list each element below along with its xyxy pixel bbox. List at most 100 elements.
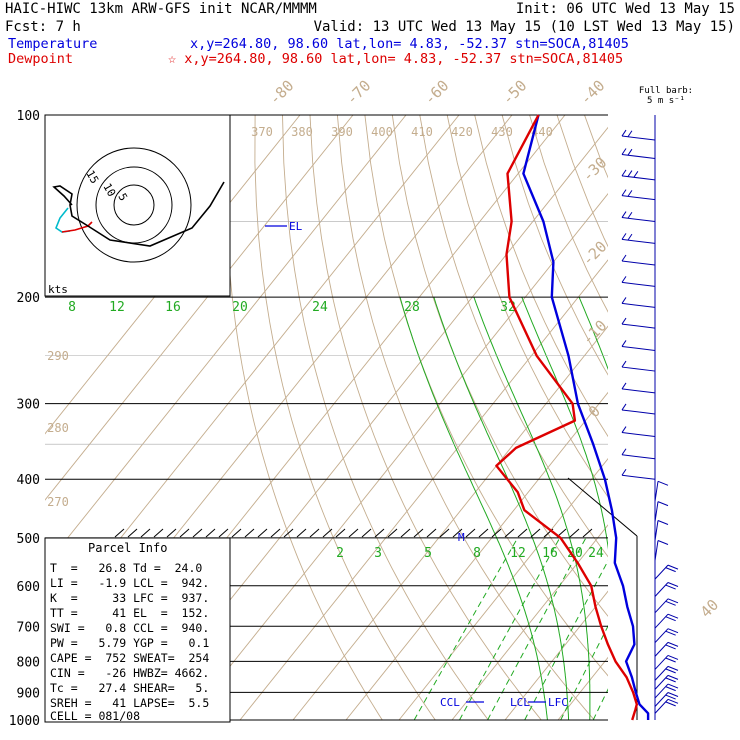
- wind-barb: [621, 233, 656, 244]
- wind-barb: [654, 698, 679, 714]
- wind-barb-feather: [667, 598, 679, 604]
- hatch-mark: [153, 528, 164, 538]
- wind-barb: [654, 683, 679, 699]
- wind-barb-feather: [621, 148, 627, 155]
- parcel-info-panel: Parcel Info T = 26.8 Td = 24.0 LI = -1.9…: [44, 537, 231, 723]
- wind-barb: [654, 628, 679, 643]
- wind-barb-shaft: [621, 217, 656, 223]
- hatch-mark: [517, 528, 528, 538]
- mixing-ratio-label: 3: [374, 546, 382, 561]
- hatch-marks: [114, 528, 593, 538]
- moist-adiabat-label: 8: [68, 300, 76, 315]
- hatch-mark: [348, 528, 359, 538]
- wind-barb: [654, 665, 679, 681]
- wind-barb-feather: [621, 448, 627, 456]
- wind-barb-feather: [665, 694, 676, 700]
- wind-barb-feather: [667, 564, 679, 570]
- parcel-info-row: PW = 5.79 YGP = 0.1: [50, 636, 209, 650]
- wind-barb-shaft: [654, 520, 659, 541]
- wind-barb-feather: [627, 170, 633, 177]
- moist-adiabat-label: 16: [165, 300, 181, 315]
- hatch-mark: [491, 528, 502, 538]
- hatch-mark: [140, 528, 151, 538]
- hatch-mark: [114, 528, 125, 538]
- wind-barb-feather: [665, 668, 676, 674]
- mixing-ratio-label: 20: [567, 546, 583, 561]
- m-label: M: [458, 531, 465, 544]
- wind-barb-feather: [667, 665, 679, 671]
- wind-barb-feather: [665, 701, 676, 707]
- wind-barb: [621, 468, 656, 480]
- dry-adiabat-label: 370: [251, 125, 273, 139]
- wind-barb: [654, 674, 679, 690]
- wind-barb-shaft: [654, 501, 659, 522]
- hatch-mark: [309, 528, 320, 538]
- mixing-ratio-label: 16: [542, 546, 558, 561]
- wind-barb-shaft: [621, 281, 656, 287]
- wind-barb-shaft: [621, 345, 656, 351]
- hatch-mark: [400, 528, 411, 538]
- wind-barb: [621, 169, 656, 181]
- pressure-tick-label: 400: [17, 473, 40, 488]
- level-markers: EL M CCL LCL LFC: [265, 220, 568, 709]
- wind-barb-feather: [621, 382, 627, 390]
- hodograph-ring-15: [76, 147, 192, 263]
- barb-legend-line1: Full barb:: [639, 86, 693, 96]
- hodograph-ring-label: 15: [83, 168, 101, 186]
- hatch-mark: [413, 528, 424, 538]
- isotherm-line: [186, 193, 608, 720]
- mixing-ratio-line: [592, 688, 608, 720]
- wind-barb: [621, 382, 656, 394]
- hatch-mark: [361, 528, 372, 538]
- hatch-mark: [296, 528, 307, 538]
- parcel-info-row: CELL = 081/08: [50, 709, 140, 723]
- wind-barb-feather: [667, 654, 679, 660]
- mixing-ratio-lines: [413, 537, 608, 720]
- hatch-mark: [439, 528, 450, 538]
- mixing-ratio-line: [487, 537, 587, 720]
- wind-barb: [621, 448, 656, 460]
- parcel-info-row: LI = -1.9 LCL = 942.: [50, 576, 209, 590]
- wind-barb-feather: [667, 674, 679, 680]
- wind-barb-shaft: [621, 366, 656, 372]
- wind-barb-shaft: [654, 540, 659, 561]
- isotherm-line: [345, 391, 608, 720]
- wind-barb-feather: [621, 403, 627, 411]
- wind-barb: [621, 148, 656, 159]
- hatch-mark: [257, 528, 268, 538]
- hatch-mark: [322, 528, 333, 538]
- parcel-info-row: CAPE = 752 SWEAT= 254: [50, 651, 209, 665]
- wind-barb-feather: [667, 582, 679, 587]
- lfc-label: LFC: [548, 696, 568, 709]
- mixing-ratio-label: 12: [510, 546, 526, 561]
- wind-barb-feather: [667, 692, 679, 697]
- wind-barb-feather: [621, 211, 627, 218]
- wind-barb-feather: [621, 233, 627, 240]
- hatch-mark: [166, 528, 177, 538]
- wind-barb-shaft: [621, 135, 656, 141]
- wind-barb-shaft: [621, 302, 656, 308]
- parcel-info-row: Tc = 27.4 SHEAR= 5.: [50, 681, 209, 695]
- wind-barb-feather: [665, 644, 676, 650]
- wind-barb: [621, 189, 656, 201]
- wind-barb-feather: [627, 233, 633, 241]
- wind-barb-feather: [667, 698, 679, 704]
- wind-barb: [621, 276, 656, 287]
- hatch-mark: [218, 528, 229, 538]
- moist-adiabat-label: 28: [404, 300, 420, 315]
- wind-barb-feather: [621, 254, 627, 262]
- wind-barb-feather: [621, 360, 627, 368]
- wind-barb-feather: [621, 297, 627, 304]
- wind-barb-feather: [665, 630, 676, 636]
- wind-barb-shaft: [654, 481, 659, 502]
- isotherm-line: [45, 115, 407, 567]
- dry-adiabat-label: 430: [491, 125, 513, 139]
- hatch-mark: [478, 528, 489, 538]
- wind-barb: [654, 582, 679, 597]
- wind-barb: [621, 254, 656, 266]
- wind-barb: [621, 317, 656, 329]
- isotherm-line: [45, 115, 354, 501]
- wind-barb-feather: [621, 468, 627, 476]
- ccl-label: CCL: [440, 696, 460, 709]
- mixing-ratio-label: 5: [424, 546, 432, 561]
